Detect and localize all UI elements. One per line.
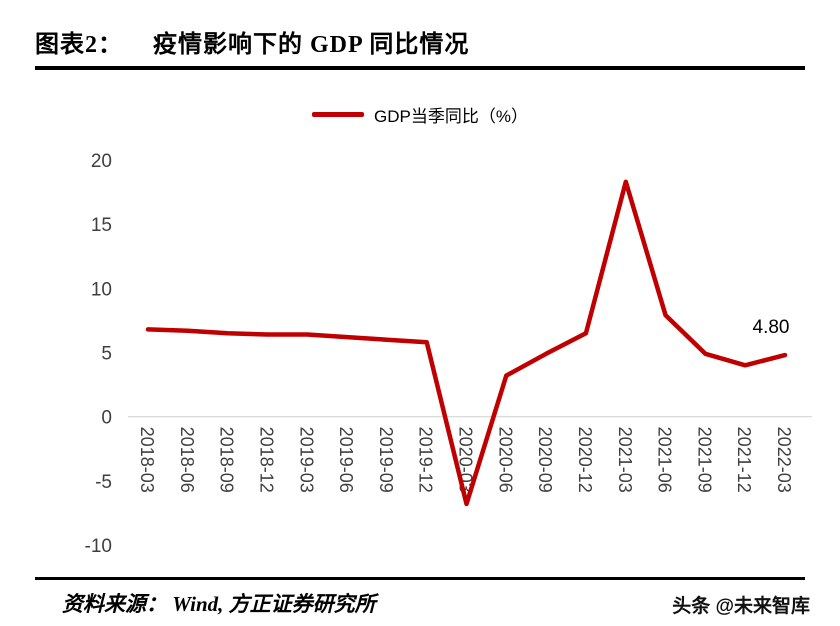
x-tick-label: 2019-06 [336,427,356,493]
x-tick-label: 2021-09 [694,427,714,493]
gdp-series-line [145,179,788,507]
x-tick-label: 2020-06 [495,427,515,493]
footer-divider [35,577,805,580]
y-tick-label: -5 [95,472,112,493]
x-tick-label: 2018-12 [256,427,276,493]
x-tick-label: 2019-12 [416,427,436,493]
title-divider [35,66,805,70]
watermark-text: 头条 @未来智库 [672,596,810,617]
data-source-note: 资料来源： Wind, 方正证券研究所 [62,592,376,616]
figure-number: 图表2： [35,32,123,58]
x-tick-label: 2020-09 [535,427,555,493]
x-tick-label: 2021-06 [655,427,675,493]
x-tick-label: 2020-12 [575,427,595,493]
x-tick-label: 2018-06 [177,427,197,493]
x-tick-label: 2019-03 [296,427,316,493]
last-value-label: 4.80 [753,317,790,338]
x-tick-label: 2022-03 [774,427,794,493]
figure-title: 图表2： 疫情影响下的 GDP 同比情况 [35,24,805,59]
y-tick-label: 5 [101,344,112,365]
x-tick-label: 2018-03 [137,427,157,493]
x-tick-label: 2019-09 [376,427,396,493]
figure-name: 疫情影响下的 GDP 同比情况 [153,32,470,58]
gdp-line-chart: 20 15 10 5 0 -5 -10 2018-03 2018-06 2018-09 2018-1… [85,151,812,557]
x-tick-label: 2021-12 [734,427,754,493]
y-tick-label: 10 [91,279,112,300]
y-tick-label: 0 [101,408,112,429]
legend-series-label: GDP当季同比（%） [374,107,528,126]
legend-line-swatch [312,112,365,117]
x-tick-label: 2018-09 [217,427,237,493]
x-tick-label: 2021-03 [615,427,635,493]
y-tick-label: 15 [91,215,112,236]
chart-legend: GDP当季同比（%） [0,102,840,127]
y-tick-label: -10 [85,536,112,557]
y-tick-label: 20 [91,151,112,172]
